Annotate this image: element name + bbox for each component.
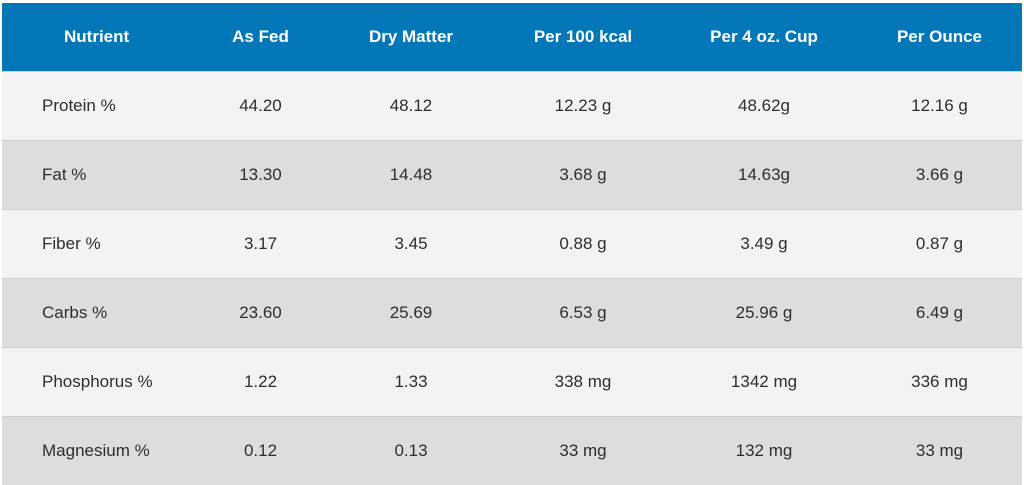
header-per-100-kcal: Per 100 kcal [495, 3, 671, 72]
header-dry-matter: Dry Matter [327, 3, 495, 72]
header-as-fed: As Fed [194, 3, 327, 72]
per-ounce-cell: 33 mg [857, 416, 1022, 485]
per-4oz-cup-cell: 25.96 g [671, 278, 857, 348]
per-ounce-cell: 12.16 g [857, 71, 1022, 141]
nutrient-cell: Carbs % [2, 278, 194, 348]
per-ounce-cell: 0.87 g [857, 209, 1022, 279]
table-row: Phosphorus % 1.22 1.33 338 mg 1342 mg 33… [2, 347, 1022, 417]
per-4oz-cup-cell: 132 mg [671, 416, 857, 485]
per-100-kcal-cell: 33 mg [495, 416, 671, 485]
per-ounce-cell: 6.49 g [857, 278, 1022, 348]
dry-matter-cell: 48.12 [327, 71, 495, 141]
as-fed-cell: 3.17 [194, 209, 327, 279]
header-row: Nutrient As Fed Dry Matter Per 100 kcal … [2, 3, 1022, 72]
nutrient-cell: Fiber % [2, 209, 194, 279]
nutrient-cell: Magnesium % [2, 416, 194, 485]
header-per-4oz-cup: Per 4 oz. Cup [671, 3, 857, 72]
per-100-kcal-cell: 6.53 g [495, 278, 671, 348]
table-body: Protein % 44.20 48.12 12.23 g 48.62g 12.… [2, 71, 1022, 485]
header-per-ounce: Per Ounce [857, 3, 1022, 72]
per-100-kcal-cell: 338 mg [495, 347, 671, 417]
dry-matter-cell: 25.69 [327, 278, 495, 348]
table-row: Magnesium % 0.12 0.13 33 mg 132 mg 33 mg [2, 416, 1022, 485]
table-row: Carbs % 23.60 25.69 6.53 g 25.96 g 6.49 … [2, 278, 1022, 348]
table-header: Nutrient As Fed Dry Matter Per 100 kcal … [2, 3, 1022, 72]
per-100-kcal-cell: 0.88 g [495, 209, 671, 279]
per-ounce-cell: 336 mg [857, 347, 1022, 417]
nutrient-cell: Protein % [2, 71, 194, 141]
per-4oz-cup-cell: 1342 mg [671, 347, 857, 417]
per-4oz-cup-cell: 3.49 g [671, 209, 857, 279]
header-nutrient: Nutrient [2, 3, 194, 72]
nutrient-cell: Fat % [2, 140, 194, 210]
nutrient-cell: Phosphorus % [2, 347, 194, 417]
dry-matter-cell: 0.13 [327, 416, 495, 485]
per-100-kcal-cell: 3.68 g [495, 140, 671, 210]
table-row: Protein % 44.20 48.12 12.23 g 48.62g 12.… [2, 71, 1022, 141]
as-fed-cell: 1.22 [194, 347, 327, 417]
per-ounce-cell: 3.66 g [857, 140, 1022, 210]
per-4oz-cup-cell: 14.63g [671, 140, 857, 210]
as-fed-cell: 0.12 [194, 416, 327, 485]
table-row: Fat % 13.30 14.48 3.68 g 14.63g 3.66 g [2, 140, 1022, 210]
table-row: Fiber % 3.17 3.45 0.88 g 3.49 g 0.87 g [2, 209, 1022, 279]
dry-matter-cell: 3.45 [327, 209, 495, 279]
dry-matter-cell: 14.48 [327, 140, 495, 210]
per-4oz-cup-cell: 48.62g [671, 71, 857, 141]
dry-matter-cell: 1.33 [327, 347, 495, 417]
as-fed-cell: 13.30 [194, 140, 327, 210]
as-fed-cell: 44.20 [194, 71, 327, 141]
per-100-kcal-cell: 12.23 g [495, 71, 671, 141]
nutrient-table: Nutrient As Fed Dry Matter Per 100 kcal … [2, 3, 1022, 485]
as-fed-cell: 23.60 [194, 278, 327, 348]
